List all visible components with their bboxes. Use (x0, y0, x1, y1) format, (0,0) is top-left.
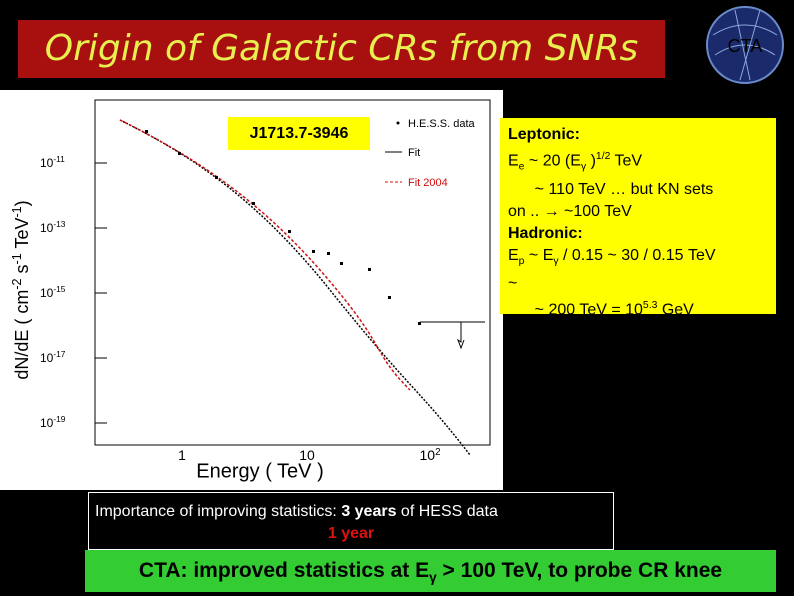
text-line: Importance of improving statistics: 3 ye… (95, 501, 607, 523)
text-segment: -19 (53, 414, 65, 424)
x-tick-label: 1 (178, 447, 186, 463)
text-segment: 10 (299, 447, 315, 463)
text-segment: TeV (12, 218, 32, 254)
text-line: ~ 200 TeV = 105.3 GeV (508, 295, 768, 321)
text-line: Leptonic: (508, 124, 768, 146)
text-segment: 5.3 (642, 299, 658, 311)
text-line: Hadronic: (508, 223, 768, 245)
text-line: ~ (508, 273, 768, 295)
text-segment: E (508, 246, 519, 264)
y-axis-label: dN/dE ( cm-2 s-1 TeV-1) (10, 200, 32, 379)
text-line: Ee ~ 20 (Eγ )1/2 TeV (508, 146, 768, 179)
text-segment: 1 (178, 447, 186, 463)
text-segment: of HESS data (396, 503, 498, 520)
slide-title: Origin of Galactic CRs from SNRs (18, 20, 665, 78)
text-segment: ) (12, 200, 32, 206)
text-segment: Hadronic: (508, 224, 583, 242)
text-segment: 3 years (341, 503, 397, 520)
text-segment: 1 year (327, 525, 375, 542)
text-segment: p (518, 255, 525, 267)
text-segment: γ (580, 161, 587, 173)
text-segment: 2 (435, 447, 440, 458)
conclusion-bar: CTA: improved statistics at Eγ > 100 TeV… (85, 550, 776, 592)
text-segment: -2 (10, 278, 24, 289)
notes-box: Leptonic: Ee ~ 20 (Eγ )1/2 TeV ~ 110 TeV … (500, 118, 776, 318)
x-tick-label: 102 (419, 447, 440, 464)
text-segment: e (518, 161, 525, 173)
text-segment: CTA: improved statistics at E (138, 559, 430, 582)
x-tick-label: 10 (299, 447, 315, 463)
text-segment: -1 (10, 253, 24, 264)
text-segment: -17 (53, 349, 65, 359)
text-segment: ~ 200 TeV = 10 (508, 301, 643, 319)
source-label: J1713.7-3946 (250, 125, 349, 142)
y-tick-label: 10-11 (40, 154, 65, 170)
text-segment: E (508, 152, 519, 170)
text-segment: ~ 20 (E (524, 152, 581, 170)
text-segment: Importance of improving statistics: (95, 503, 342, 520)
text-segment: > 100 TeV, to probe CR knee (436, 559, 723, 582)
text-segment: -13 (53, 219, 65, 229)
plot: 10-11 10-13 10-15 10-17 10-19 1 10 102 dN/dE ( c… (0, 90, 503, 490)
text-segment: / 0.15 ~ 30 / 0.15 TeV (558, 246, 716, 264)
text-segment: 10 (40, 286, 54, 300)
text-segment: ) (586, 152, 596, 170)
text-segment: on .. → ~100 TeV (508, 202, 632, 220)
y-tick-label: 10-17 (40, 349, 66, 365)
logo-text: CTA (728, 36, 763, 56)
y-tick-label: 10-13 (40, 219, 66, 235)
text-segment: ~ (508, 274, 518, 292)
text-segment: GeV (657, 301, 694, 319)
text-segment: ~ 110 TeV … but KN sets (508, 180, 714, 198)
text-segment: 10 (40, 416, 54, 430)
text-line: Ep ~ Eγ / 0.15 ~ 30 / 0.15 TeV (508, 245, 768, 273)
text-segment: 10 (40, 156, 54, 170)
text-segment: 10 (40, 351, 54, 365)
x-axis-label: Energy ( TeV ) (196, 460, 323, 482)
text-segment: -11 (53, 154, 65, 164)
text-segment: -15 (53, 284, 65, 294)
text-segment: TeV (610, 152, 643, 170)
text-line: 1 year (95, 523, 607, 545)
legend-entry: H.E.S.S. data (408, 118, 476, 130)
y-tick-label: 10-19 (40, 414, 66, 430)
text-segment: -1 (10, 206, 24, 217)
text-segment: dN/dE ( cm (12, 290, 32, 380)
text-segment: Leptonic: (508, 126, 580, 143)
logo: CTA (706, 6, 784, 84)
text-segment: 10 (40, 221, 54, 235)
y-tick-label: 10-15 (40, 284, 66, 300)
text-line: ~ 110 TeV … but KN sets (508, 179, 768, 201)
text-segment: γ (553, 255, 559, 267)
legend-entry: Fit (408, 147, 420, 159)
legend-entry: Fit 2004 (408, 177, 448, 189)
text-segment: γ (429, 570, 437, 586)
text-segment: 1/2 (595, 151, 611, 162)
text-segment: 10 (419, 447, 435, 463)
text-line: on .. → ~100 TeV (508, 201, 768, 223)
text-segment: s (12, 264, 32, 278)
text-segment: ~ E (524, 246, 554, 264)
statistics-box: Importance of improving statistics: 3 ye… (88, 492, 614, 550)
